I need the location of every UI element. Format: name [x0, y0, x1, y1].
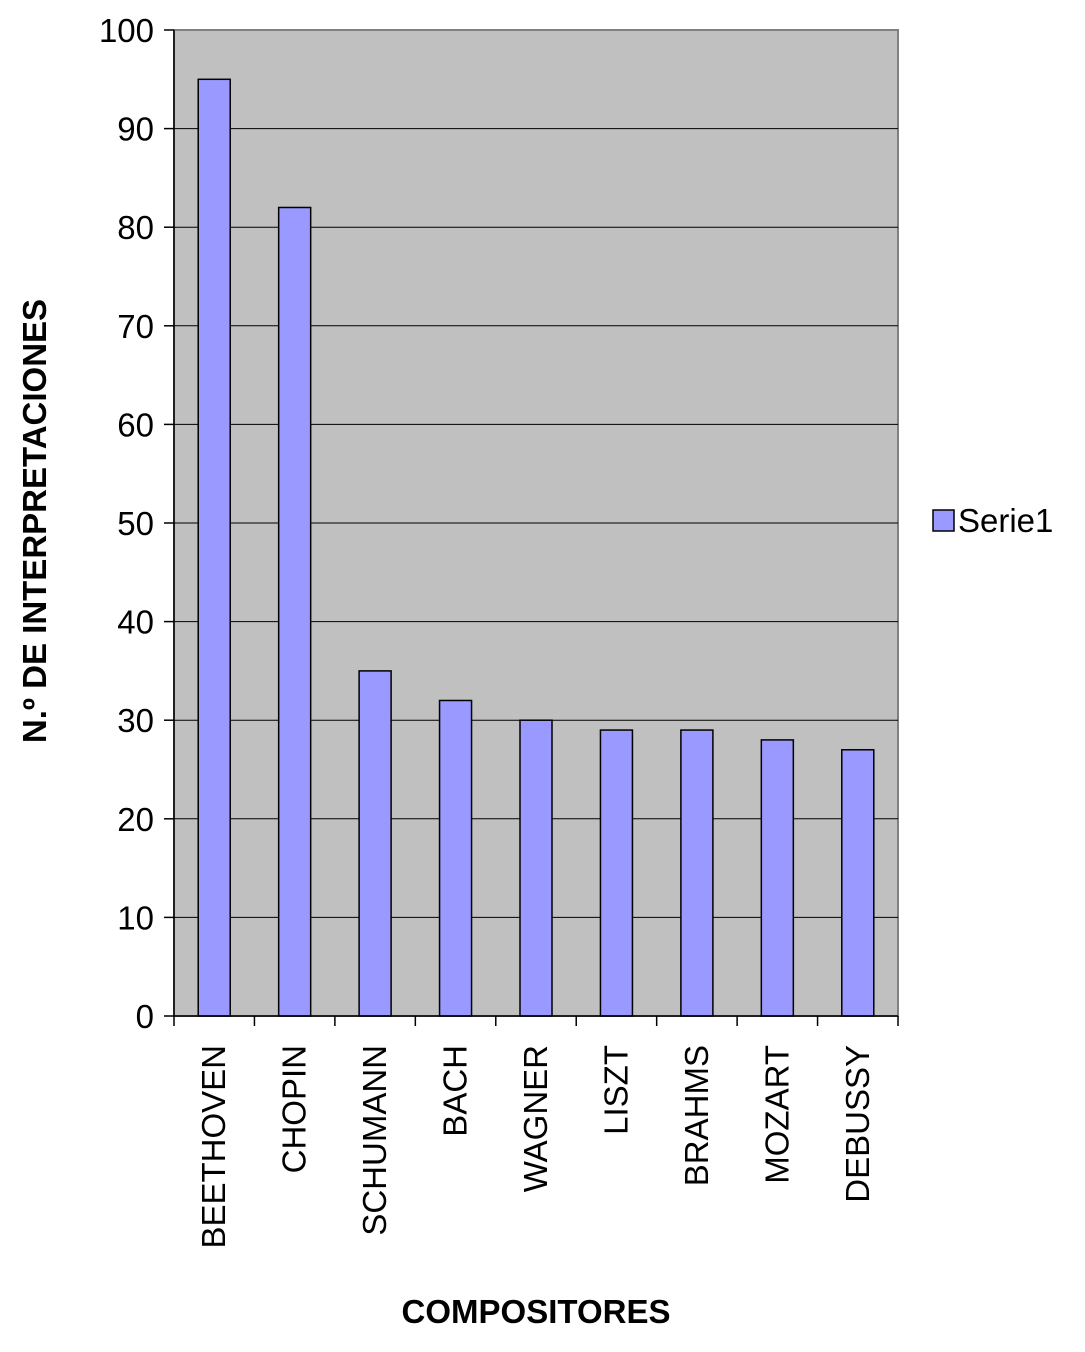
y-tick-label: 40: [117, 604, 154, 641]
x-tick-label: CHOPIN: [276, 1045, 313, 1173]
axes: [164, 29, 899, 1026]
y-tick-label: 10: [117, 899, 154, 936]
legend-label: Serie1: [958, 502, 1053, 539]
y-tick-label: 30: [117, 702, 154, 739]
legend: Serie1: [932, 502, 1053, 539]
bar-schumann: [358, 670, 392, 1017]
x-tick-label: LISZT: [597, 1045, 634, 1135]
y-tick-label: 70: [117, 308, 154, 345]
y-tick-label: 50: [117, 505, 154, 542]
bar-brahms: [680, 729, 714, 1017]
bar-wagner: [519, 719, 553, 1017]
bars: [197, 78, 875, 1017]
x-tick-label: SCHUMANN: [356, 1045, 393, 1236]
y-tick-label: 100: [99, 12, 154, 49]
x-tick-label: BEETHOVEN: [195, 1045, 232, 1249]
legend-swatch: [932, 509, 955, 532]
y-axis-title: N.º DE INTERPRETACIONES: [16, 299, 53, 743]
y-tick-label: 80: [117, 209, 154, 246]
x-tick-label: WAGNER: [517, 1045, 554, 1192]
y-tick-label: 90: [117, 111, 154, 148]
x-axis-title: COMPOSITORES: [402, 1293, 671, 1330]
x-tick-label: DEBUSSY: [839, 1045, 876, 1203]
y-tick-label: 20: [117, 801, 154, 838]
x-tick-labels: BEETHOVEN CHOPIN SCHUMANN BACH WAGNER LISZT BR…: [195, 1045, 876, 1249]
bar-mozart: [760, 739, 795, 1017]
x-tick-label: BACH: [437, 1045, 474, 1137]
bar-debussy: [841, 749, 875, 1017]
bar-chopin: [277, 206, 312, 1017]
bar-liszt: [599, 729, 634, 1017]
x-tick-label: BRAHMS: [678, 1045, 715, 1186]
y-tick-label: 0: [136, 998, 154, 1035]
x-tick-label: MOZART: [758, 1045, 795, 1184]
y-tick-labels: 0 10 20 30 40 50 60 70 80 90 100: [99, 12, 154, 1035]
y-tick-label: 60: [117, 406, 154, 443]
bar-bach: [438, 699, 473, 1017]
bar-beethoven: [197, 78, 231, 1017]
